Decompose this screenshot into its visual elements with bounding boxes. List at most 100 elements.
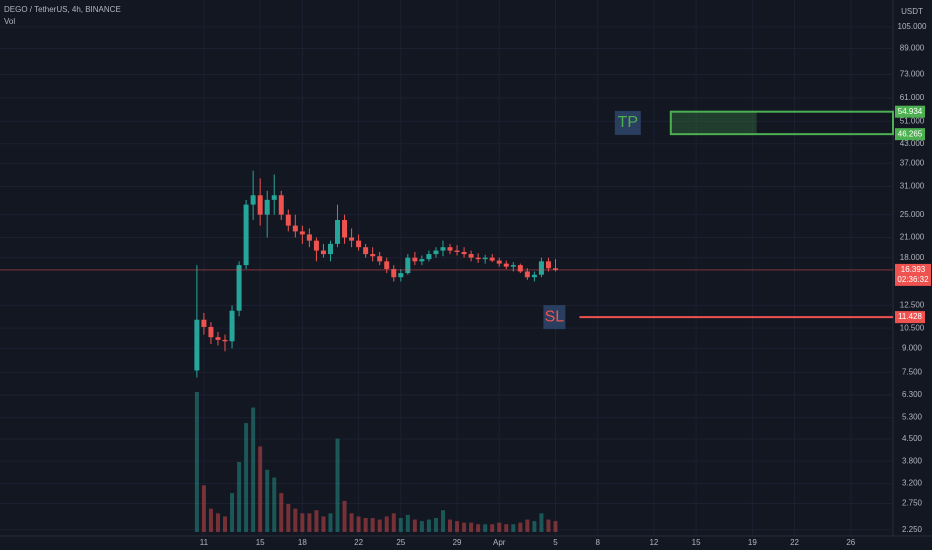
y-tick-label: 3.200 xyxy=(902,479,923,488)
candle-body xyxy=(377,256,383,262)
sl-label: SL xyxy=(545,308,565,325)
volume-bar xyxy=(398,518,403,532)
volume-bar xyxy=(272,477,277,532)
y-tick-label: 31.000 xyxy=(900,182,925,191)
candle-body xyxy=(524,271,530,278)
volume-bar xyxy=(426,519,431,532)
y-tick-label: 18.000 xyxy=(900,253,925,262)
y-tick-label: 2.250 xyxy=(902,525,923,534)
volume-bar xyxy=(335,438,340,532)
volume-bar xyxy=(532,521,537,532)
volume-bar xyxy=(300,513,305,532)
volume-bar xyxy=(412,519,417,532)
candle-body xyxy=(335,220,341,244)
candle-body xyxy=(222,339,228,342)
volume-bar xyxy=(349,513,354,532)
y-tick-label: 43.000 xyxy=(900,139,925,148)
y-tick-label: 12.500 xyxy=(900,300,925,309)
volume-bar xyxy=(307,513,312,532)
candle-body xyxy=(447,247,453,251)
candle-body xyxy=(250,195,256,205)
candle-body xyxy=(384,261,390,270)
x-tick-label: 15 xyxy=(692,538,701,547)
y-tick-label: 51.000 xyxy=(900,117,925,126)
candle-body xyxy=(285,214,291,226)
x-tick-label: 26 xyxy=(846,538,855,547)
x-tick-label: 12 xyxy=(649,538,658,547)
y-tick-label: 37.000 xyxy=(900,159,925,168)
volume-bar xyxy=(483,524,488,532)
candle-body xyxy=(510,265,516,267)
candle-body xyxy=(517,265,523,272)
volume-bar xyxy=(490,524,495,532)
volume-bar xyxy=(244,423,249,532)
tp-label: TP xyxy=(618,114,638,131)
y-tick-label: 2.750 xyxy=(902,499,923,508)
candle-body xyxy=(468,254,474,258)
y-tick-label: 10.500 xyxy=(900,323,925,332)
candle-body xyxy=(489,257,495,261)
sl-label-box xyxy=(543,305,566,330)
volume-bar xyxy=(469,522,474,532)
volume-bar xyxy=(462,522,467,532)
volume-bar xyxy=(223,516,228,532)
x-tick-label: 19 xyxy=(748,538,757,547)
y-tick-label: 89.000 xyxy=(900,44,925,53)
candle-body xyxy=(370,254,376,257)
volume-bar xyxy=(511,524,516,532)
candle-body xyxy=(236,265,242,311)
candle-body xyxy=(426,254,432,260)
volume-bar xyxy=(377,519,382,532)
volume-bar xyxy=(237,462,242,532)
volume-bar xyxy=(546,519,551,532)
volume-bar xyxy=(405,514,410,532)
volume-bar xyxy=(356,516,361,532)
candle-body xyxy=(271,195,277,200)
volume-bar xyxy=(363,518,368,532)
volume-bar xyxy=(497,522,502,532)
tp-tag xyxy=(895,128,925,141)
volume-bar xyxy=(201,485,206,532)
candle-body xyxy=(215,337,221,340)
candle-body xyxy=(503,263,509,267)
price-tag xyxy=(895,263,931,286)
volume-bar xyxy=(215,513,220,532)
volume-bar xyxy=(455,521,460,532)
countdown-label: 02:36:32 xyxy=(897,275,929,284)
volume-bar xyxy=(525,519,530,532)
x-tick-label: 29 xyxy=(453,538,462,547)
volume-bar xyxy=(342,500,347,532)
volume-bar xyxy=(419,521,424,532)
volume-bar xyxy=(539,513,544,532)
candle-body xyxy=(545,261,551,269)
x-tick-label: 22 xyxy=(790,538,799,547)
tp-label-box xyxy=(614,110,641,135)
candle-body xyxy=(440,247,446,251)
candle-body xyxy=(320,250,326,255)
candle-body xyxy=(398,273,404,278)
volume-bar xyxy=(370,518,375,532)
x-tick-label: 25 xyxy=(396,538,405,547)
candle-body xyxy=(201,319,207,327)
volume-bar xyxy=(293,508,298,532)
y-tick-label: 6.300 xyxy=(902,390,923,399)
y-tick-label: 25.000 xyxy=(900,210,925,219)
y-tick-label: 9.000 xyxy=(902,343,923,352)
volume-bar xyxy=(286,504,291,532)
x-tick-label: 11 xyxy=(200,538,209,547)
volume-bar xyxy=(553,521,558,532)
x-tick-label: 15 xyxy=(256,538,265,547)
y-tick-label: 105.000 xyxy=(898,22,927,31)
candle-body xyxy=(257,195,263,215)
volume-bar xyxy=(279,493,284,532)
y-tick-label: 21.000 xyxy=(900,233,925,242)
volume-bar xyxy=(314,510,319,532)
volume-bar xyxy=(230,493,235,532)
x-tick-label: 8 xyxy=(595,538,600,547)
x-tick-label: 18 xyxy=(298,538,307,547)
candle-body xyxy=(264,199,270,215)
candle-body xyxy=(356,240,362,248)
